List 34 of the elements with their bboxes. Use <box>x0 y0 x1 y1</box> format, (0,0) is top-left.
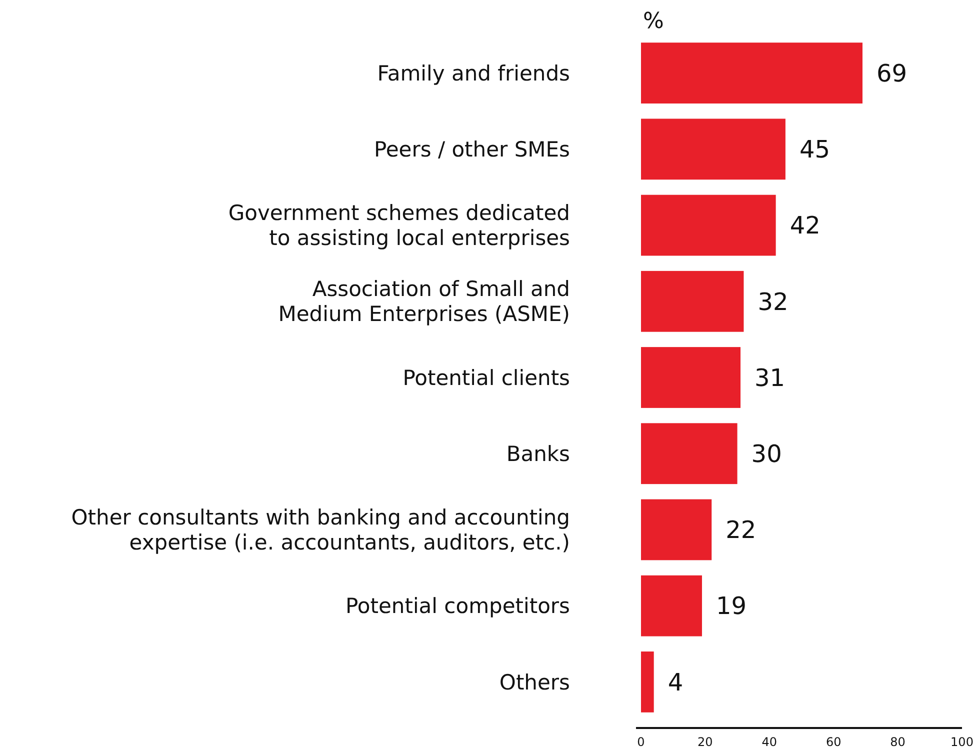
y-tick-label: Others <box>499 670 570 694</box>
data-label: 30 <box>751 440 782 468</box>
data-label: 42 <box>790 212 820 240</box>
data-label: 69 <box>876 59 908 88</box>
y-tick-label: Government schemes dedicated to assisting local enterprises <box>228 201 570 250</box>
data-label: 19 <box>716 592 747 620</box>
y-tick-label: Association of Small and Medium Enterprises (ASME) <box>278 277 570 326</box>
x-tick-label: 60 <box>826 735 842 749</box>
y-tick-label: Other consultants with banking and accounting expertise (i.e. accountants, auditors, etc.) <box>71 506 570 555</box>
data-label: 22 <box>726 516 756 544</box>
x-tick-label: 40 <box>762 735 778 749</box>
bar <box>641 42 862 104</box>
y-tick-label: Family and friends <box>377 61 570 86</box>
x-axis-title: % <box>643 9 664 34</box>
x-tick-label: 80 <box>890 735 906 749</box>
x-tick-label: 100 <box>950 735 974 749</box>
y-tick-label: Banks <box>506 442 570 466</box>
y-tick-label: Potential clients <box>402 366 570 390</box>
bar <box>641 423 738 484</box>
x-tick-label: 20 <box>698 735 713 749</box>
bar <box>641 194 776 256</box>
bar <box>641 270 744 332</box>
y-tick-label: Potential competitors <box>346 594 570 618</box>
bar <box>641 499 712 560</box>
bar <box>641 652 654 712</box>
bar <box>641 347 741 408</box>
data-label: 4 <box>668 668 684 696</box>
data-label: 32 <box>758 288 788 316</box>
x-tick-label: 0 <box>637 735 645 749</box>
data-label: 31 <box>754 364 786 392</box>
bar <box>641 118 786 180</box>
bar <box>641 575 702 636</box>
data-label: 45 <box>799 136 830 164</box>
y-tick-label: Peers / other SMEs <box>374 138 570 162</box>
